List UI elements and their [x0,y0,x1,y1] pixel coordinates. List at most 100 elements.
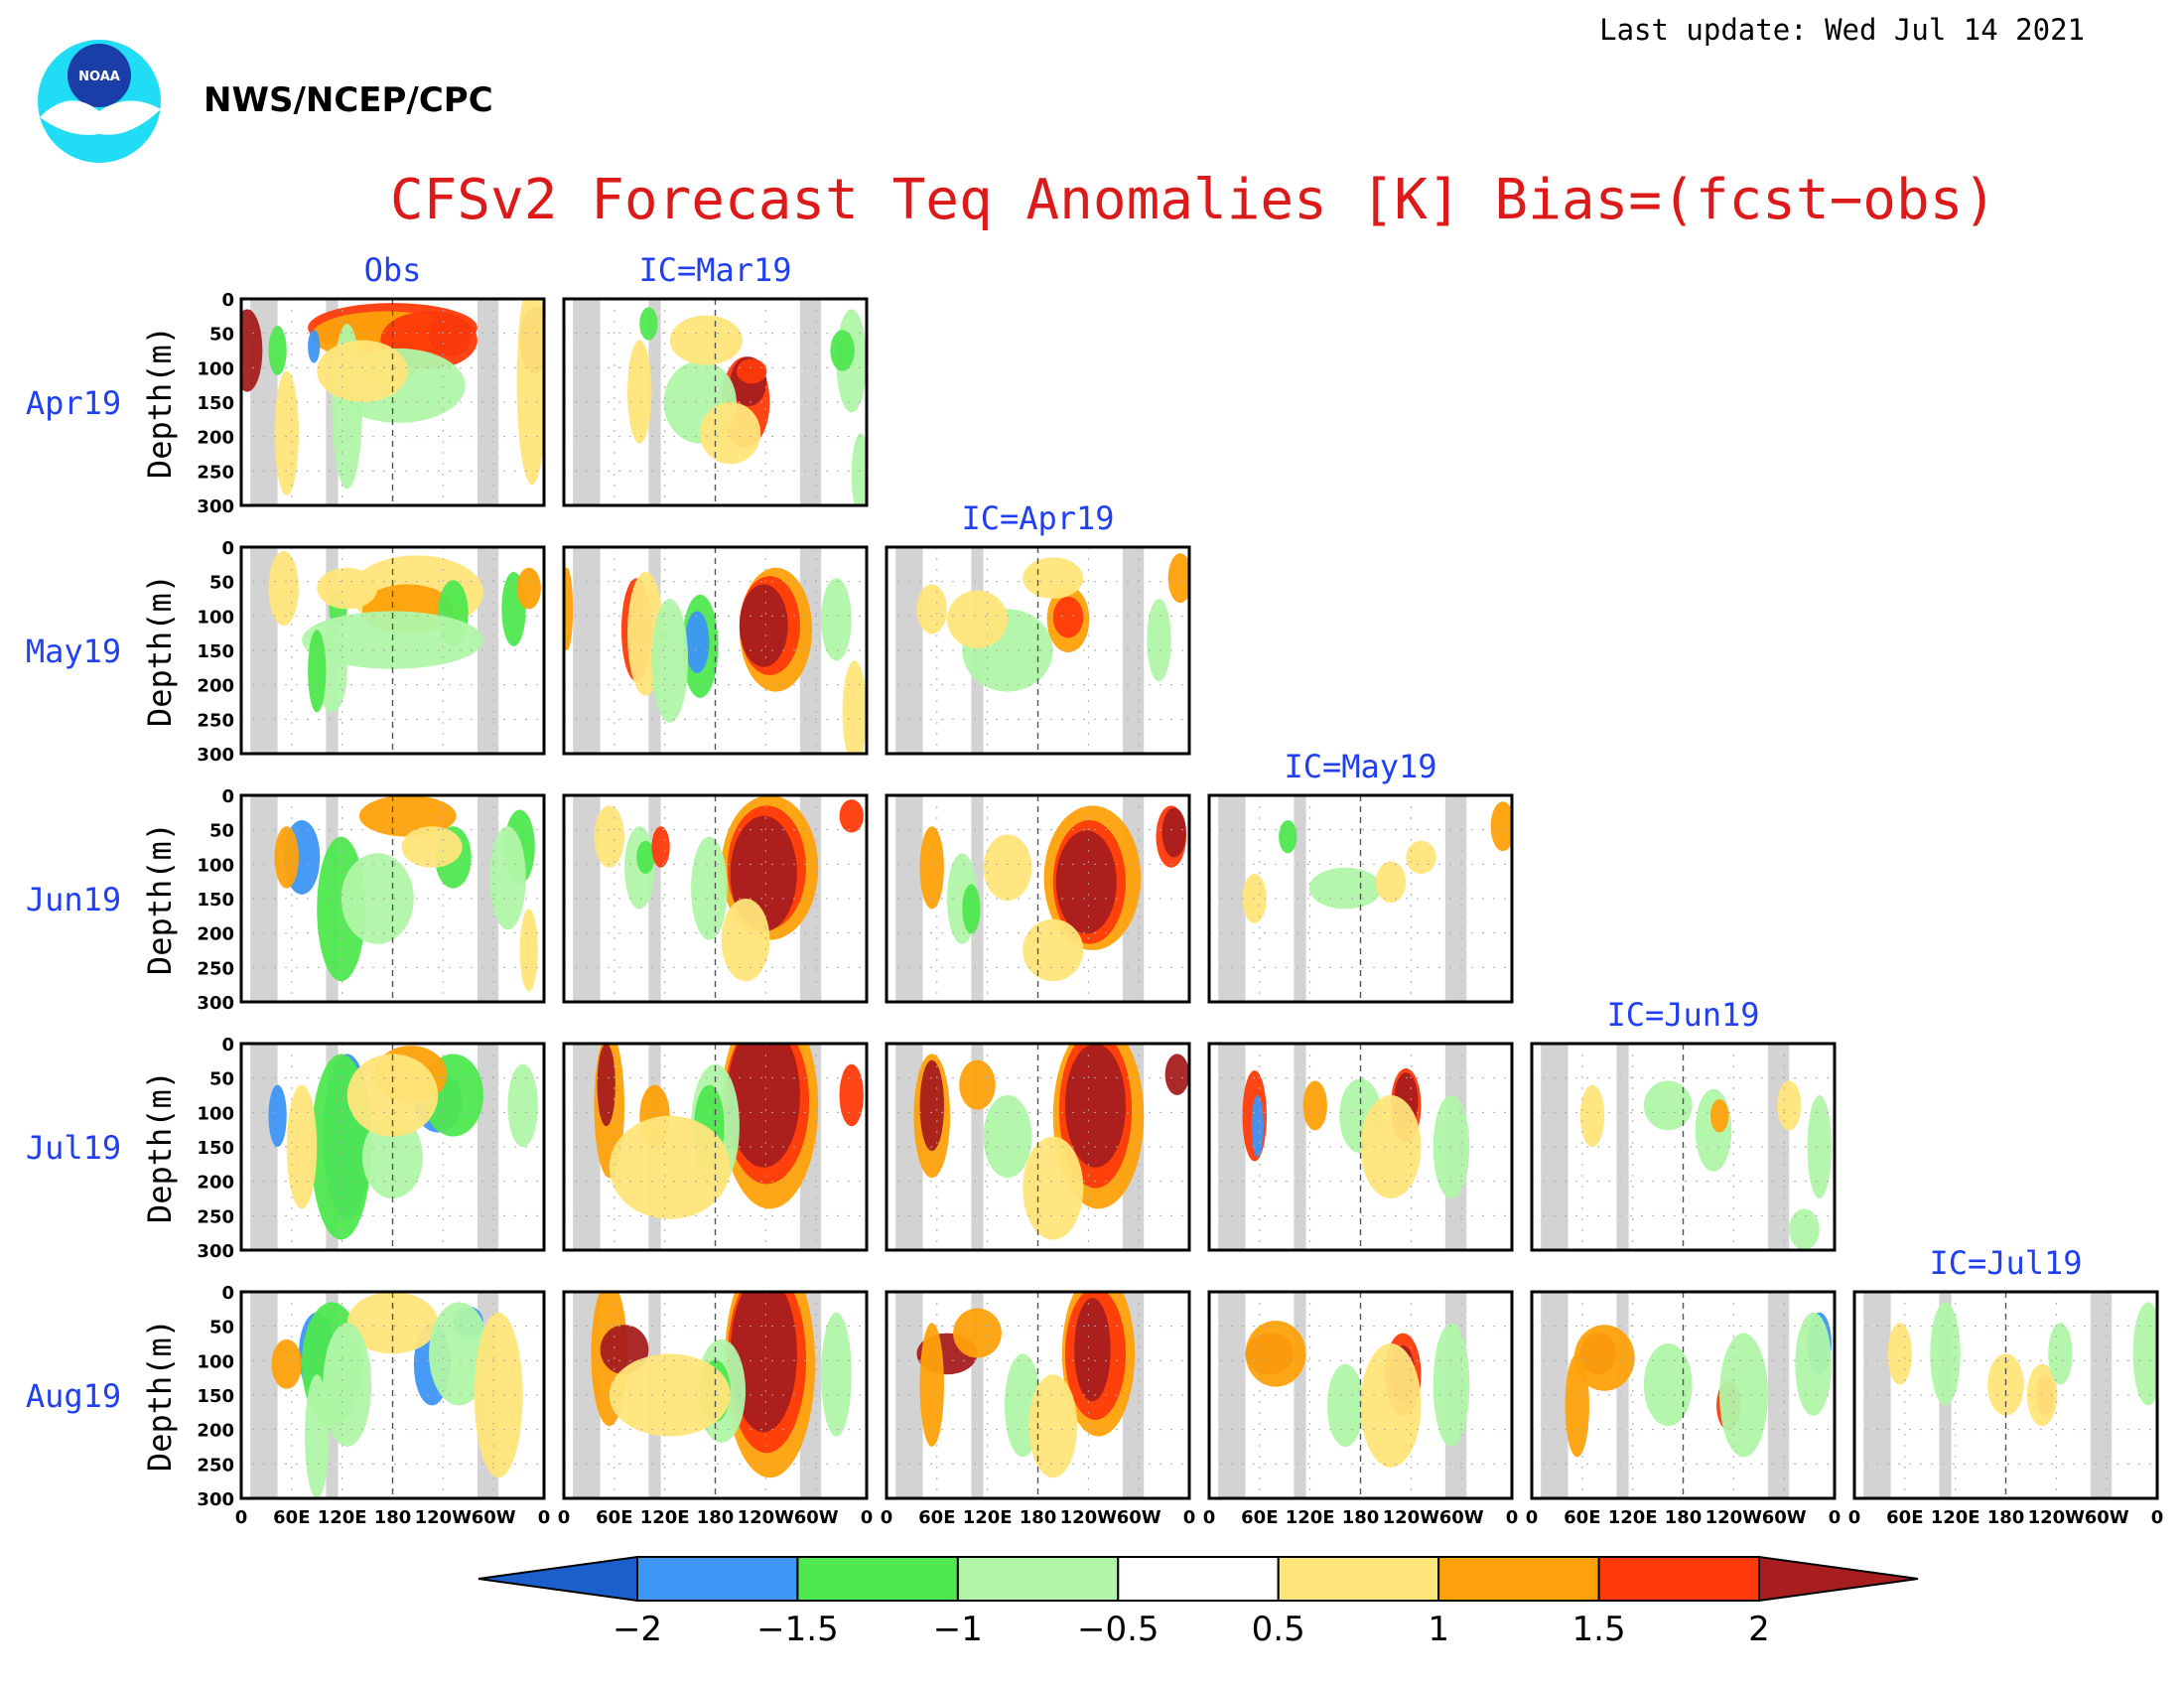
y-tick-label: 0 [221,786,234,807]
anomaly-contour [947,590,1008,648]
land-mask [1616,1044,1629,1250]
x-tick-label: 60E [1564,1507,1600,1528]
x-tick-label: 120W [2028,1507,2086,1528]
x-tick-label: 120W [1706,1507,1763,1528]
anomaly-contour [739,584,788,667]
colorbar-level-label: 2 [1748,1610,1770,1649]
anomaly-contour [519,909,538,992]
anomaly-contour [839,1063,864,1127]
anomaly-contour [516,299,544,486]
x-tick-label: 0 [1506,1507,1519,1528]
x-tick-label: 60E [918,1507,955,1528]
anomaly-contour [1326,1363,1364,1447]
panel-r3-c3 [1207,1042,1514,1252]
anomaly-contour [489,826,526,930]
anomaly-contour [962,884,981,934]
anomaly-contour [953,1308,1002,1358]
anomaly-contour [1055,830,1117,934]
panel-frame [562,545,869,756]
land-mask [648,299,661,505]
y-axis-label: Depth(m) [141,326,179,479]
y-tick-label: 200 [197,1173,234,1194]
y-tick-label: 250 [197,710,234,731]
x-tick-label: 60E [1886,1507,1923,1528]
y-tick-label: 250 [197,1455,234,1476]
y-tick-label: 300 [197,1241,234,1262]
anomaly-contour [983,834,1032,902]
land-mask [1122,547,1145,754]
panel-frame [1207,1290,1514,1500]
land-mask [477,1044,499,1250]
y-tick-label: 150 [197,641,234,662]
colorbar-swatch [1117,1556,1280,1602]
land-mask [1767,1292,1790,1498]
anomaly-contour [474,1312,523,1478]
anomaly-contour [1643,1343,1693,1427]
x-tick-label: 60W [2085,1507,2129,1528]
panel-r4-c2 [885,1290,1191,1500]
y-axis-label: Depth(m) [141,1319,179,1472]
colorbar: −2 −1.5 −1 −0.5 0.5 1 1.5 2 [478,1555,1919,1649]
noaa-logo: NOAA [38,40,161,163]
x-tick-label: 120E [963,1507,1013,1528]
anomaly-contour [721,899,770,982]
anomaly-contour [1807,1095,1832,1198]
colorbar-level-label: −0.5 [1077,1610,1160,1649]
anomaly-contour [983,1095,1032,1179]
panel-r3-c1 [562,1042,869,1252]
anomaly-contour [2026,1363,2058,1427]
panel-frame [239,793,546,1004]
panel-r2-c2 [885,793,1191,1004]
anomaly-contour [401,826,463,868]
anomaly-contour [736,358,767,384]
anomaly-contour [1360,1095,1422,1198]
panel-frame [239,1042,546,1252]
x-tick-label: 120W [1060,1507,1118,1528]
chart-title: CFSv2 Forecast Teq Anomalies [K] Bias=(f… [390,168,1996,232]
anomaly-contour [651,826,670,868]
y-tick-label: 0 [221,1035,234,1055]
x-tick-label: 180 [1342,1507,1380,1528]
anomaly-contour [268,551,299,627]
anomaly-contour [727,1044,800,1168]
x-tick-label: 120E [318,1507,367,1528]
anomaly-contour [1308,867,1382,910]
y-tick-label: 50 [209,1069,234,1090]
y-tick-label: 50 [209,821,234,842]
x-tick-label: 60W [794,1507,839,1528]
anomaly-contour [2132,1302,2157,1406]
colorbar-level-label: −2 [613,1610,662,1649]
anomaly-contour [1695,1088,1732,1172]
anomaly-contour [1028,1374,1078,1478]
colorbar-max-arrow [1758,1555,1919,1603]
land-mask [1294,795,1306,1002]
panel-frame [885,1290,1191,1500]
panel-frame [239,297,546,507]
panel-frame [1852,1290,2159,1500]
anomaly-contour [916,584,947,634]
anomaly-contour [317,340,408,402]
anomaly-contour [669,315,743,365]
x-tick-label: 180 [374,1507,412,1528]
panel-frame [562,793,869,1004]
y-tick-label: 200 [197,924,234,945]
y-tick-label: 150 [197,393,234,414]
y-tick-label: 300 [197,745,234,766]
x-tick-label: 0 [2151,1507,2164,1528]
land-mask [477,299,499,505]
anomaly-contour [685,611,710,673]
anomaly-contour [691,836,728,940]
y-tick-label: 100 [197,855,234,876]
panel-r1-c2 [885,545,1191,756]
colorbar-level-label: −1 [933,1610,983,1649]
panel-r2-c0 [239,793,546,1004]
anomaly-contour [286,1084,318,1209]
anomaly-contour [1375,861,1407,904]
row-label: Apr19 [26,384,121,422]
x-tick-label: 60E [1241,1507,1278,1528]
anomaly-contour [1406,840,1436,875]
x-tick-label: 120E [1931,1507,1980,1528]
y-tick-label: 150 [197,1386,234,1407]
x-tick-label: 0 [881,1507,893,1528]
column-title: IC=Apr19 [961,499,1114,537]
